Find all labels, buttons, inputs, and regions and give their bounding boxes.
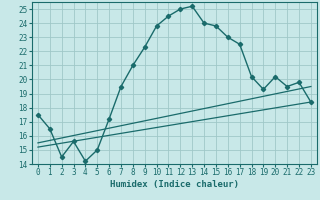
X-axis label: Humidex (Indice chaleur): Humidex (Indice chaleur) bbox=[110, 180, 239, 189]
